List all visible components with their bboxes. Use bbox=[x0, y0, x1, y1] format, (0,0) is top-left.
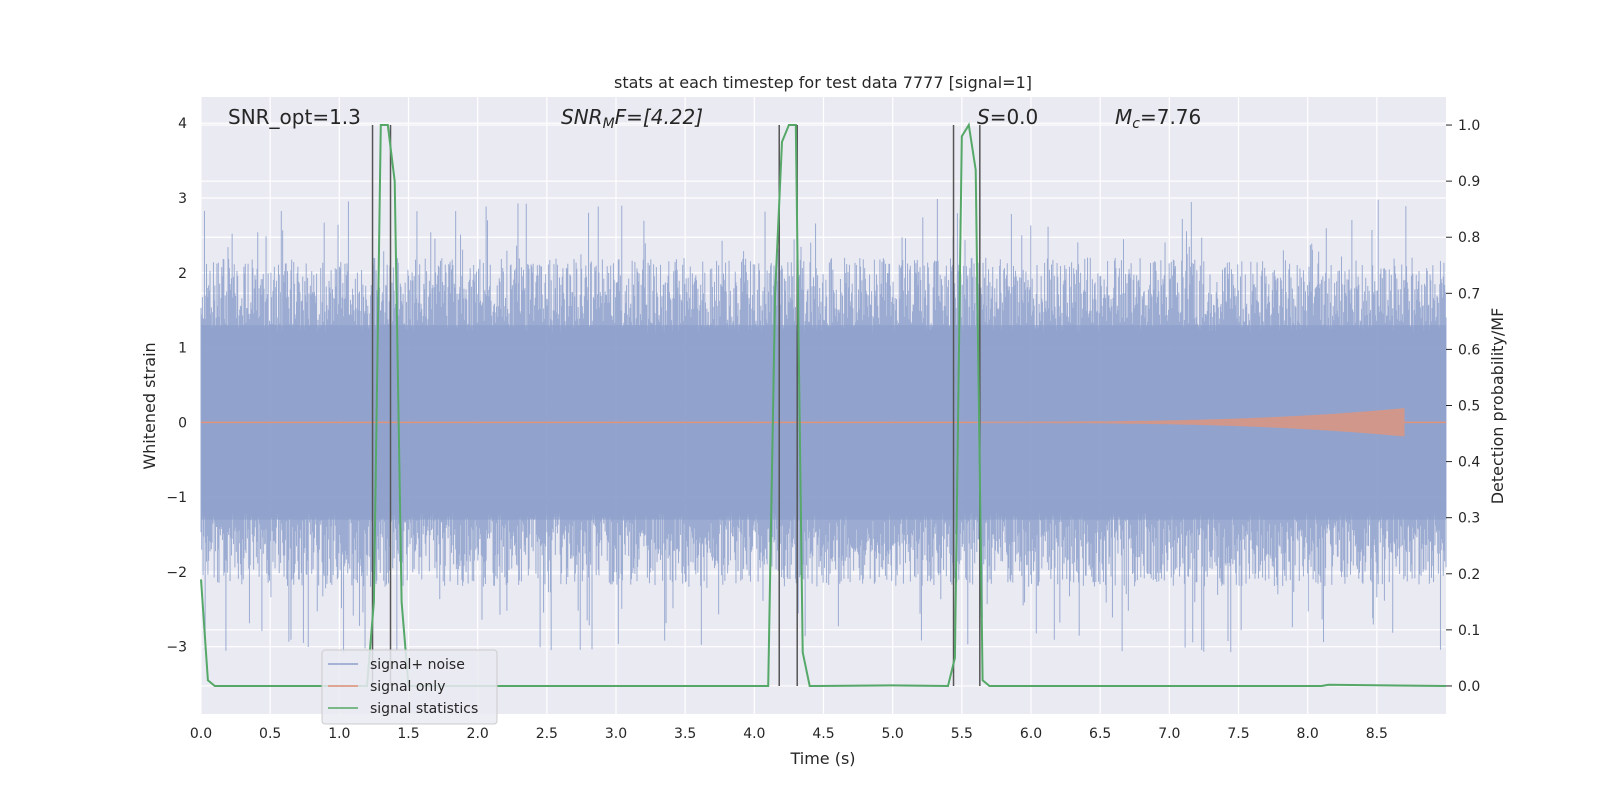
x-tick-label-9: 4.5 bbox=[812, 726, 834, 742]
x-tick-label-8: 4.0 bbox=[743, 726, 765, 742]
legend-label-stat: signal statistics bbox=[370, 701, 478, 717]
annotation-snr-mf: SNRMF=[4.22] bbox=[561, 105, 703, 132]
y-left-tick-label-5: 2 bbox=[178, 266, 187, 282]
statistics-line bbox=[200, 122, 1447, 688]
mc-sub: c bbox=[1132, 116, 1140, 132]
y-right-tick-label-5: 0.5 bbox=[1458, 399, 1480, 415]
y-left-axis-ticks: −3 −2 −1 0 1 2 3 4 bbox=[166, 116, 187, 656]
y-right-tick-label-4: 0.4 bbox=[1458, 455, 1480, 471]
annotation-snr-opt: SNR_opt=1.3 bbox=[228, 105, 361, 129]
x-tick-label-17: 8.5 bbox=[1366, 726, 1388, 742]
x-tick-label-13: 6.5 bbox=[1089, 726, 1111, 742]
signal-only-series bbox=[201, 408, 1446, 437]
y-right-tick-label-1: 0.1 bbox=[1458, 623, 1480, 639]
x-tick-label-14: 7.0 bbox=[1158, 726, 1180, 742]
mc-base: M bbox=[1115, 105, 1132, 129]
y-left-tick-label-6: 3 bbox=[178, 191, 187, 207]
x-tick-label-10: 5.0 bbox=[882, 726, 904, 742]
y-right-tick-label-9: 0.9 bbox=[1458, 174, 1480, 190]
snr-mf-base: SNR bbox=[561, 105, 603, 129]
chart-title: stats at each timestep for test data 777… bbox=[614, 73, 1032, 92]
snr-mf-sub: M bbox=[603, 116, 615, 132]
x-tick-label-6: 3.0 bbox=[605, 726, 627, 742]
y-right-tick-label-2: 0.2 bbox=[1458, 567, 1480, 583]
x-tick-label-15: 7.5 bbox=[1227, 726, 1249, 742]
legend-label-noise: signal+ noise bbox=[370, 657, 465, 673]
y-right-tick-label-3: 0.3 bbox=[1458, 511, 1480, 527]
y-left-tick-label-4: 1 bbox=[178, 341, 187, 357]
y-left-tick-label-3: 0 bbox=[178, 415, 187, 431]
legend-label-signal: signal only bbox=[370, 679, 445, 695]
y-left-tick-label-2: −1 bbox=[166, 490, 187, 506]
x-tick-label-4: 2.0 bbox=[467, 726, 489, 742]
x-tick-label-2: 1.0 bbox=[328, 726, 350, 742]
annotation-mc: Mc=7.76 bbox=[1115, 105, 1201, 132]
y-right-tick-label-10: 1.0 bbox=[1458, 118, 1480, 134]
legend: signal+ noise signal only signal statist… bbox=[321, 649, 498, 725]
x-tick-label-3: 1.5 bbox=[397, 726, 419, 742]
x-axis-ticks: 0.0 0.5 1.0 1.5 2.0 2.5 3.0 3.5 4.0 4.5 5.0 5.5 6.0 6… bbox=[190, 726, 1388, 742]
y-left-tick-label-0: −3 bbox=[166, 640, 187, 656]
s-rest: =0.0 bbox=[990, 105, 1039, 129]
y-right-tick-label-8: 0.8 bbox=[1458, 230, 1480, 246]
x-tick-label-1: 0.5 bbox=[259, 726, 281, 742]
x-tick-label-7: 3.5 bbox=[674, 726, 696, 742]
x-tick-label-5: 2.5 bbox=[536, 726, 558, 742]
y-right-axis-ticks: 0.0 0.1 0.2 0.3 0.4 0.5 0.6 0.7 0.8 0.9 1.0 bbox=[1446, 118, 1480, 695]
y-right-tick-label-6: 0.6 bbox=[1458, 342, 1480, 358]
mc-rest: =7.76 bbox=[1140, 105, 1201, 129]
annotation-s: S=0.0 bbox=[977, 105, 1038, 129]
signal-chirp bbox=[975, 408, 1405, 437]
x-tick-label-16: 8.0 bbox=[1297, 726, 1319, 742]
snr-mf-rest: F=[4.22] bbox=[615, 105, 703, 129]
y-right-tick-label-7: 0.7 bbox=[1458, 286, 1480, 302]
signal-statistics-series bbox=[200, 122, 1447, 688]
x-axis-label: Time (s) bbox=[789, 749, 855, 768]
x-tick-label-12: 6.0 bbox=[1020, 726, 1042, 742]
y-left-axis-label: Whitened strain bbox=[140, 342, 159, 469]
x-tick-label-11: 5.5 bbox=[951, 726, 973, 742]
legend-box bbox=[321, 649, 498, 725]
y-left-tick-label-1: −2 bbox=[166, 565, 187, 581]
y-left-tick-label-7: 4 bbox=[178, 116, 187, 132]
y-right-axis-label: Detection probability/MF bbox=[1488, 308, 1507, 505]
x-tick-label-0: 0.0 bbox=[190, 726, 212, 742]
y-right-tick-label-0: 0.0 bbox=[1458, 679, 1480, 695]
s-italic: S bbox=[977, 105, 990, 129]
